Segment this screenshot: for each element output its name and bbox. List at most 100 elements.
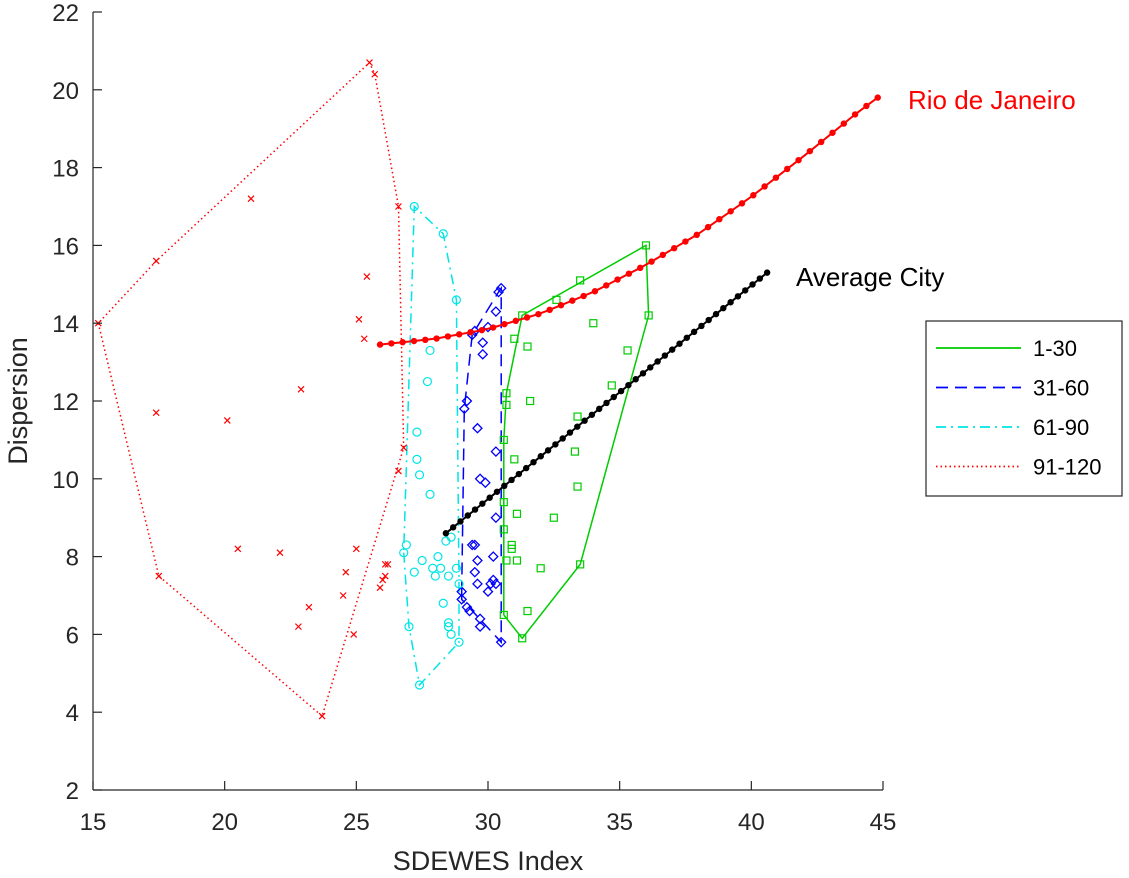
trend-point-1-11 bbox=[522, 464, 530, 472]
point-1-30-4 bbox=[499, 525, 508, 534]
point-91-120-12 bbox=[342, 568, 350, 576]
trend-point-0-26 bbox=[670, 245, 678, 252]
annotation-average-city: Average City bbox=[796, 262, 944, 292]
trend-point-1-26 bbox=[632, 376, 639, 383]
trend-point-1-10 bbox=[515, 470, 523, 478]
point-91-120-23 bbox=[381, 572, 389, 580]
legend-label-31-60: 31-60 bbox=[1033, 376, 1089, 401]
point-61-90-4 bbox=[409, 567, 419, 577]
trend-point-1-7 bbox=[493, 488, 501, 495]
hull-1-30 bbox=[503, 244, 650, 640]
trend-point-0-16 bbox=[557, 302, 565, 309]
group-points bbox=[94, 59, 653, 720]
trend-point-1-5 bbox=[479, 500, 486, 507]
trend-point-1-22 bbox=[603, 399, 610, 407]
y-tick-label: 22 bbox=[52, 0, 79, 27]
trend-point-1-38 bbox=[720, 304, 727, 312]
x-tick-label: 30 bbox=[475, 809, 502, 836]
point-31-60-16 bbox=[474, 473, 486, 485]
trend-point-0-31 bbox=[727, 208, 734, 215]
point-31-60-15 bbox=[474, 621, 486, 633]
axes: 15 20 25 30 35 40 45 2 4 6 8 10 12 14 16 18 20 22 SDEWES I… bbox=[3, 0, 896, 876]
point-31-60-26 bbox=[490, 512, 502, 524]
point-31-60-3 bbox=[461, 395, 473, 407]
point-91-120-4 bbox=[223, 417, 231, 424]
y-tick-label: 14 bbox=[52, 311, 79, 338]
point-31-60-24 bbox=[490, 306, 502, 317]
trend-point-1-37 bbox=[712, 310, 720, 318]
hull-91-120 bbox=[97, 61, 405, 718]
trend-point-1-25 bbox=[625, 381, 632, 389]
y-tick-label: 12 bbox=[52, 389, 79, 416]
point-91-120-11 bbox=[339, 592, 347, 599]
trend-point-1-39 bbox=[727, 299, 734, 306]
y-tick-label: 2 bbox=[66, 778, 79, 805]
point-91-120-16 bbox=[355, 315, 363, 323]
trend-point-1-20 bbox=[588, 411, 596, 418]
trend-point-1-31 bbox=[669, 346, 676, 353]
point-1-30-1 bbox=[502, 400, 511, 409]
point-61-90-2 bbox=[404, 622, 414, 632]
point-61-90-10 bbox=[422, 376, 433, 387]
point-1-30-22 bbox=[576, 560, 585, 569]
point-1-30-17 bbox=[536, 564, 545, 573]
group-hulls bbox=[97, 61, 650, 718]
point-1-30-26 bbox=[607, 381, 616, 390]
trend-lines bbox=[376, 94, 881, 537]
y-tick-label: 16 bbox=[52, 233, 79, 260]
trend-point-1-17 bbox=[566, 429, 574, 436]
point-61-90-24 bbox=[446, 532, 456, 542]
point-1-30-0 bbox=[502, 389, 511, 398]
point-31-60-14 bbox=[474, 613, 486, 625]
trend-point-0-37 bbox=[795, 156, 802, 164]
trend-point-1-9 bbox=[508, 476, 515, 484]
trend-point-0-1 bbox=[388, 340, 395, 347]
point-1-30-13 bbox=[518, 634, 527, 643]
trend-annotations: Rio de Janeiro Average City bbox=[796, 85, 1076, 292]
trend-point-1-23 bbox=[610, 393, 618, 401]
point-61-90-11 bbox=[425, 345, 435, 356]
point-31-60-17 bbox=[477, 348, 489, 360]
trend-point-0-32 bbox=[738, 200, 746, 207]
point-1-30-30 bbox=[499, 610, 508, 620]
trend-point-1-18 bbox=[574, 423, 581, 430]
trend-point-1-33 bbox=[683, 334, 691, 341]
trend-point-1-13 bbox=[537, 453, 544, 460]
trend-point-1-8 bbox=[501, 482, 508, 490]
point-31-60-20 bbox=[482, 586, 494, 598]
hull-31-60 bbox=[460, 285, 502, 645]
point-31-60-5 bbox=[464, 605, 475, 617]
point-91-120-2 bbox=[152, 409, 160, 417]
point-1-30-15 bbox=[523, 342, 532, 351]
point-1-30-29 bbox=[644, 311, 653, 320]
point-91-120-20 bbox=[371, 70, 379, 78]
point-31-60-31 bbox=[487, 551, 499, 563]
point-61-90-17 bbox=[438, 229, 448, 239]
point-61-90-6 bbox=[412, 454, 422, 464]
point-31-60-10 bbox=[469, 539, 481, 551]
point-61-90-9 bbox=[417, 555, 427, 566]
x-tick-label: 45 bbox=[870, 809, 897, 836]
y-tick-label: 20 bbox=[52, 78, 79, 105]
trend-point-0-43 bbox=[863, 102, 870, 110]
point-91-120-1 bbox=[152, 257, 160, 265]
y-tick-label: 18 bbox=[52, 156, 79, 183]
point-61-90-15 bbox=[433, 551, 443, 562]
point-31-60-29 bbox=[495, 282, 507, 294]
trend-point-0-19 bbox=[591, 288, 599, 295]
point-61-90-3 bbox=[409, 201, 419, 212]
point-1-30-7 bbox=[507, 544, 516, 553]
trend-point-0-4 bbox=[422, 336, 429, 344]
x-tick-label: 35 bbox=[606, 809, 633, 836]
trend-point-1-28 bbox=[647, 364, 654, 371]
trend-point-0-11 bbox=[501, 320, 508, 328]
x-tick-label: 15 bbox=[80, 809, 107, 836]
trend-point-0-30 bbox=[716, 215, 723, 223]
point-1-30-8 bbox=[510, 455, 519, 464]
trend-point-0-44 bbox=[874, 94, 881, 101]
point-31-60-13 bbox=[472, 422, 483, 434]
point-1-30-28 bbox=[641, 241, 651, 250]
trend-point-0-3 bbox=[410, 337, 418, 345]
point-61-90-28 bbox=[454, 579, 464, 589]
